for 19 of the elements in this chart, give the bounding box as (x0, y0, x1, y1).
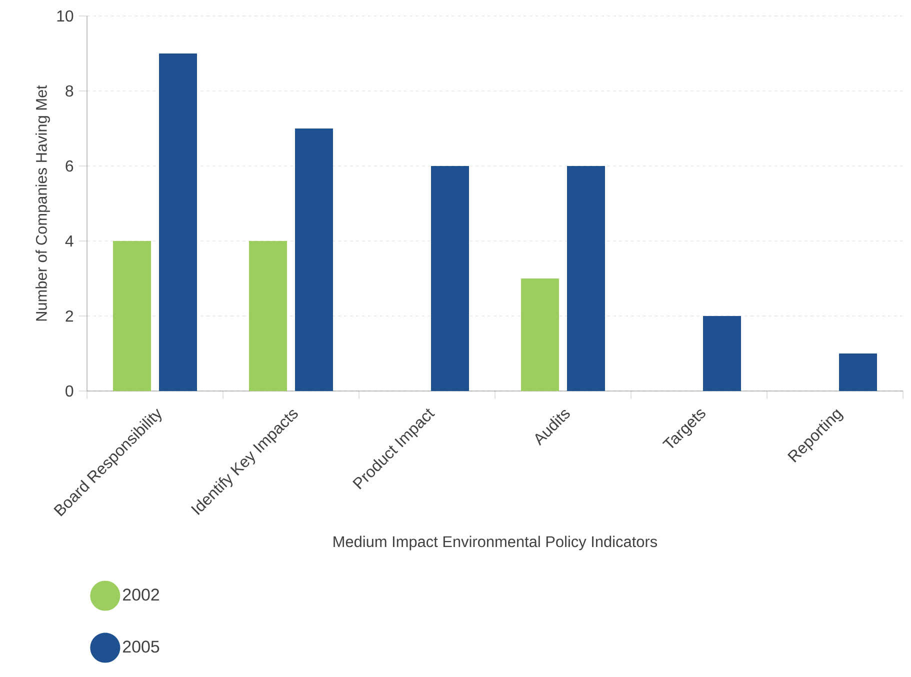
y-tick-label: 4 (65, 236, 74, 246)
bar (113, 241, 151, 391)
y-tick-label: 10 (57, 10, 74, 22)
bar (567, 166, 606, 391)
y-tick-label: 8 (66, 85, 74, 97)
bar (295, 128, 334, 391)
legend-label: 2002 (123, 588, 159, 601)
bar (249, 241, 288, 391)
bar (839, 354, 878, 391)
y-tick-label: 0 (66, 385, 74, 397)
y-tick-label: 6 (66, 160, 74, 172)
bar (431, 166, 470, 391)
bar (159, 53, 197, 391)
bar (703, 316, 742, 391)
legend-label: 2005 (123, 640, 160, 653)
x-axis-title: Medium Impact Environmental Policy Indicators (334, 536, 658, 550)
bar (521, 278, 560, 391)
y-tick-label: 2 (66, 310, 74, 322)
y-axis-title: Number of Companies Having Met (36, 85, 50, 321)
